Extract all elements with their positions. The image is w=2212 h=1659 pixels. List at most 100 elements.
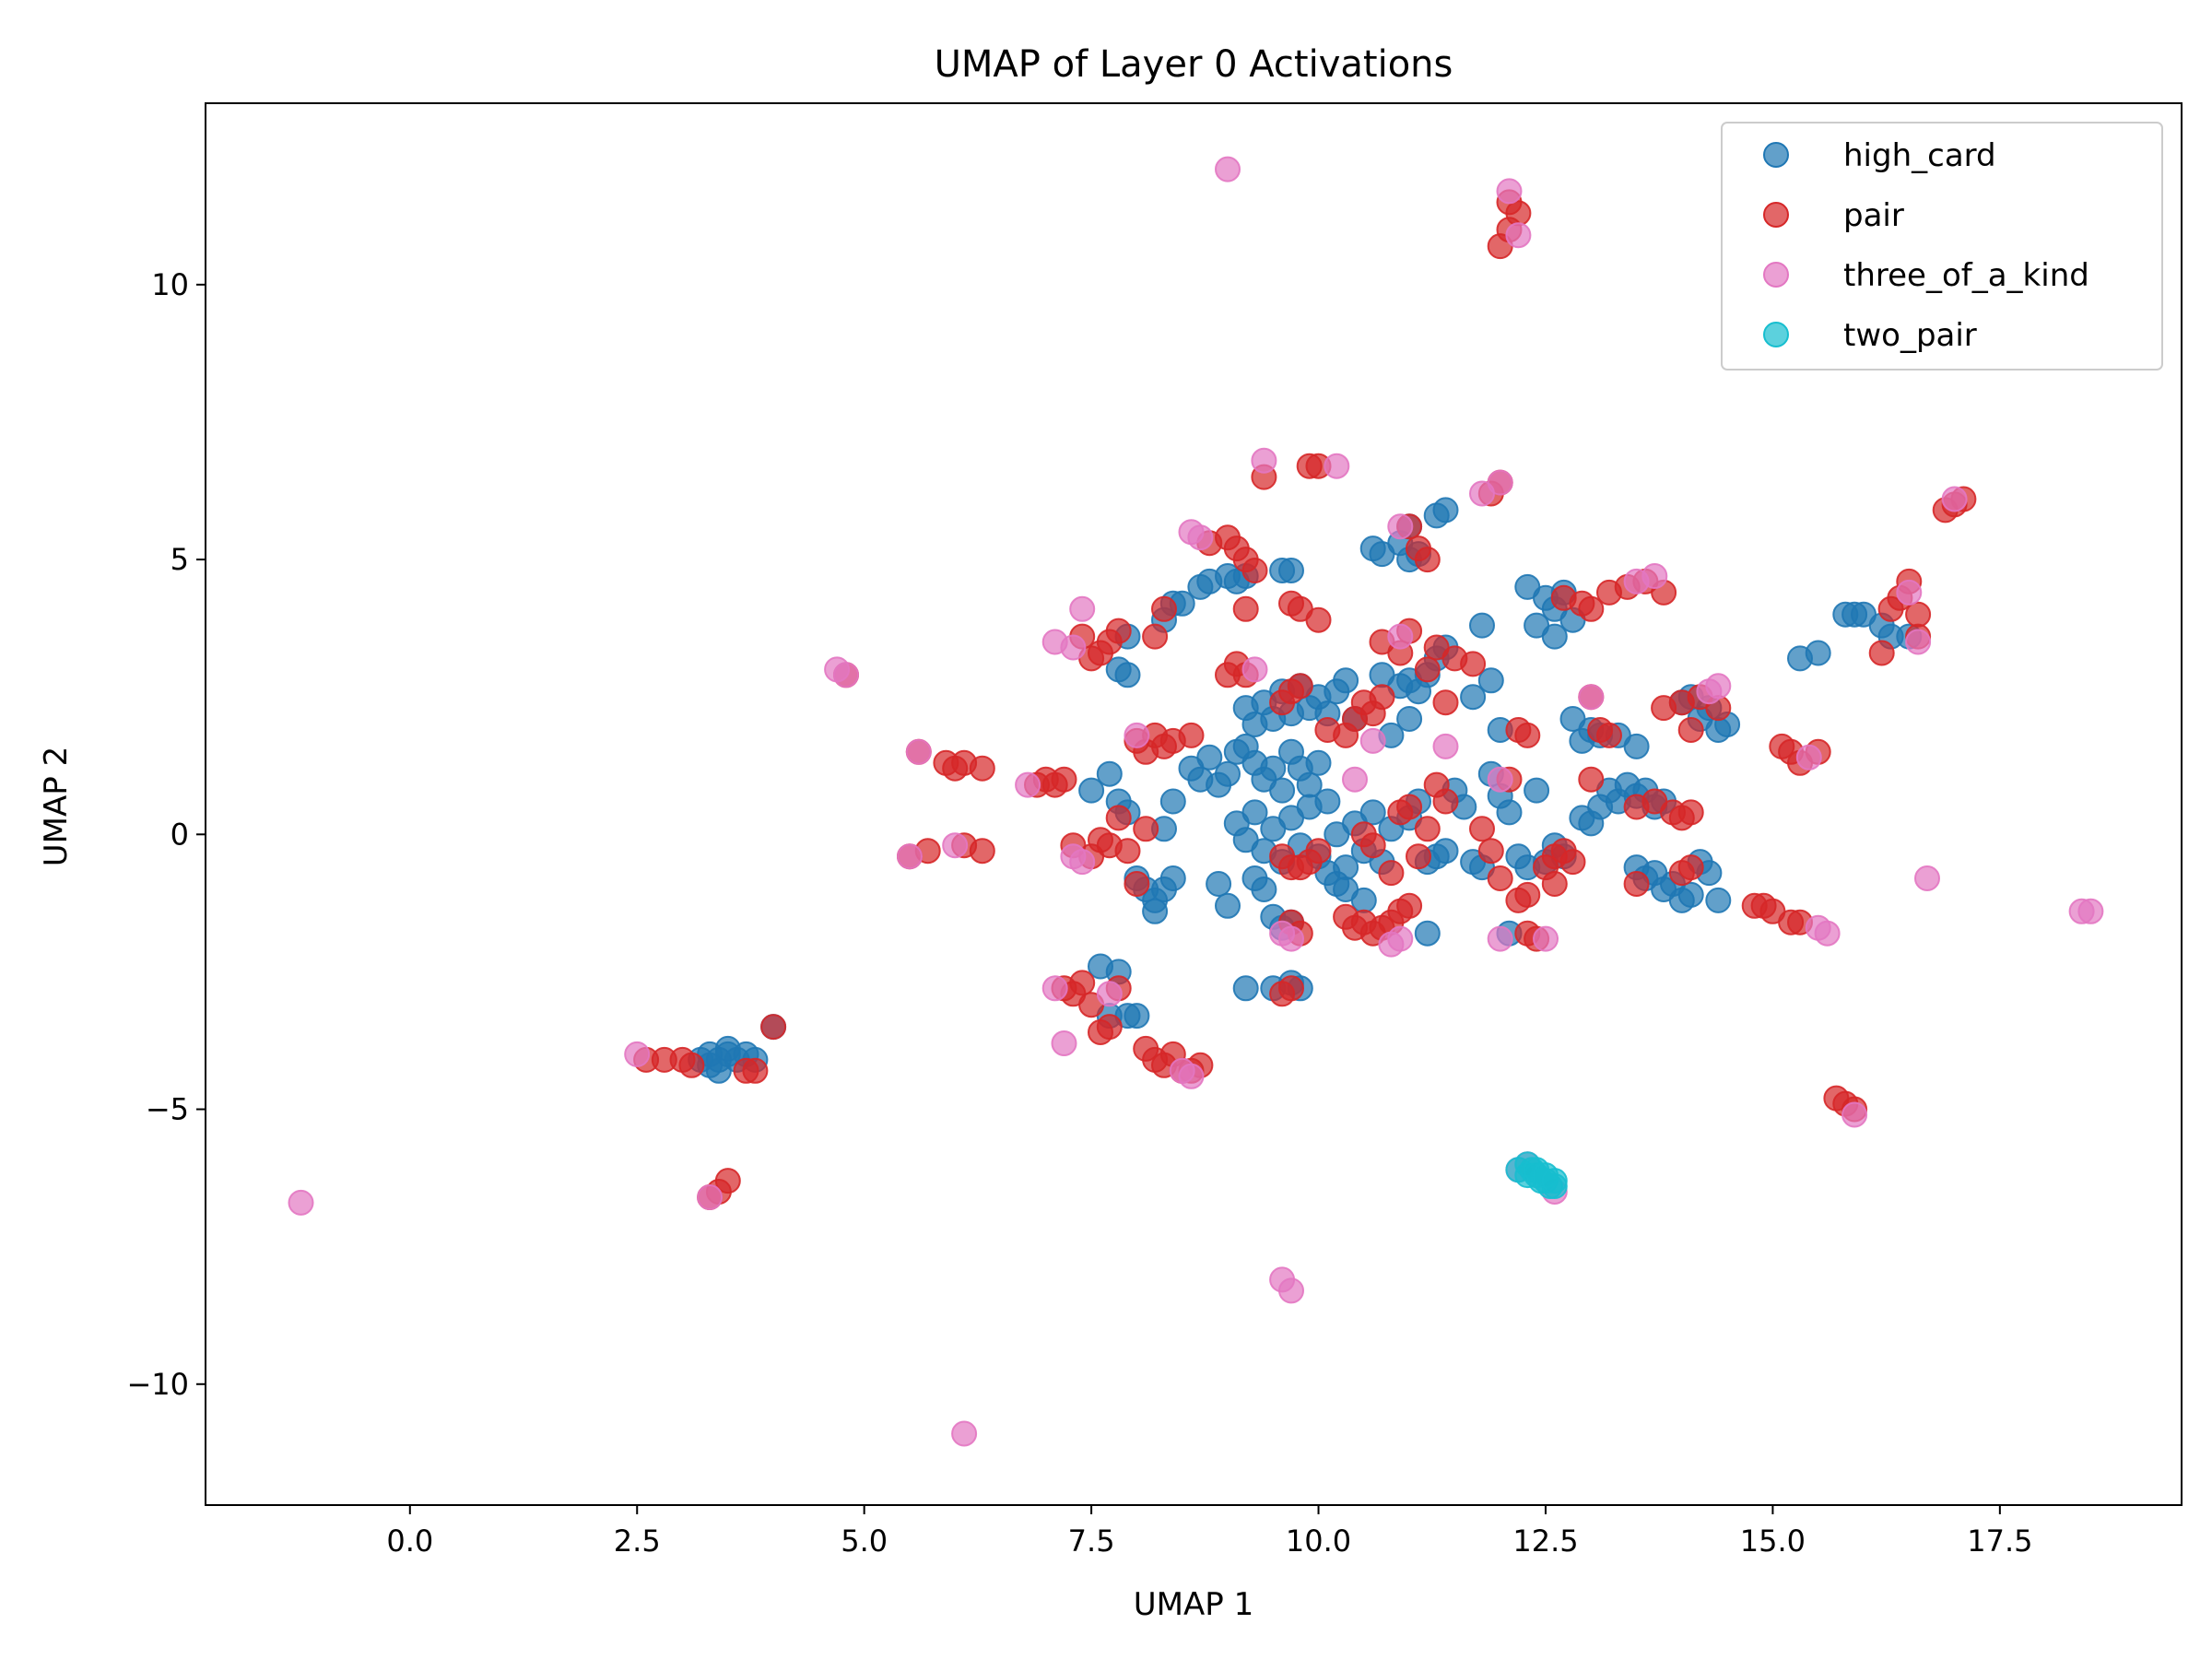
- data-point: [1914, 865, 1940, 891]
- data-point: [1477, 667, 1504, 694]
- data-point: [1260, 755, 1287, 782]
- data-point: [1677, 854, 1704, 881]
- data-point: [1396, 892, 1423, 919]
- data-point: [1096, 1014, 1123, 1041]
- data-point: [1795, 744, 1822, 771]
- data-point: [1178, 1063, 1205, 1089]
- data-point: [1069, 849, 1096, 876]
- legend-label: high_card: [1843, 137, 1996, 174]
- y-tick-label: 10: [151, 267, 189, 302]
- data-point: [1114, 838, 1141, 865]
- data-point: [1215, 892, 1241, 919]
- x-axis-label: UMAP 1: [1134, 1586, 1253, 1623]
- y-tick-label: 0: [171, 817, 189, 852]
- legend-box: [1721, 122, 2163, 371]
- data-point: [1342, 766, 1368, 793]
- x-tick-label: 17.5: [1967, 1524, 2032, 1559]
- data-point: [1278, 1277, 1304, 1304]
- data-point: [705, 1046, 732, 1073]
- data-point: [1432, 689, 1459, 716]
- data-point: [1469, 816, 1495, 842]
- data-point: [1051, 766, 1077, 793]
- data-point: [1251, 877, 1277, 902]
- data-point: [1387, 925, 1414, 952]
- legend-label: two_pair: [1843, 317, 1977, 354]
- data-point: [1278, 975, 1304, 1002]
- data-point: [1251, 447, 1277, 474]
- data-point: [1133, 816, 1159, 842]
- x-tick-label: 7.5: [1068, 1524, 1115, 1559]
- data-point: [1359, 535, 1386, 562]
- data-point: [1487, 865, 1513, 891]
- data-point: [1705, 673, 1732, 700]
- data-point: [1114, 662, 1141, 688]
- data-point: [1432, 788, 1459, 815]
- data-point: [1041, 975, 1068, 1002]
- data-point: [942, 755, 969, 782]
- data-point: [1096, 760, 1123, 787]
- data-point: [1578, 595, 1605, 622]
- data-point: [1469, 612, 1495, 639]
- data-point: [1387, 513, 1414, 540]
- data-point: [1805, 640, 1831, 666]
- data-point: [1232, 595, 1259, 622]
- data-point: [969, 755, 995, 782]
- data-point: [1178, 722, 1205, 748]
- data-point: [1414, 920, 1441, 947]
- data-point: [1241, 799, 1268, 826]
- data-point: [2077, 898, 2104, 924]
- data-point: [1369, 662, 1395, 688]
- x-tick-label: 2.5: [614, 1524, 661, 1559]
- data-point: [1905, 629, 1932, 655]
- legend-marker: [1763, 322, 1789, 347]
- data-point: [905, 738, 932, 765]
- data-point: [1514, 722, 1541, 748]
- data-point: [1596, 722, 1622, 748]
- data-point: [1868, 640, 1895, 666]
- data-point: [1396, 794, 1423, 820]
- data-point: [1514, 881, 1541, 908]
- y-tick-label: −5: [146, 1092, 189, 1127]
- data-point: [760, 1014, 787, 1041]
- data-point: [1414, 656, 1441, 683]
- data-point: [1387, 623, 1414, 650]
- data-point: [697, 1184, 724, 1210]
- data-point: [1396, 706, 1423, 732]
- data-point: [1215, 760, 1241, 787]
- data-point: [1278, 558, 1304, 583]
- data-point: [1460, 684, 1487, 711]
- data-point: [1432, 838, 1459, 865]
- data-point: [1677, 717, 1704, 743]
- data-point: [1524, 777, 1550, 804]
- data-point: [1677, 799, 1704, 826]
- x-tick-label: 5.0: [841, 1524, 888, 1559]
- data-point: [1124, 871, 1150, 897]
- data-point: [1359, 799, 1386, 826]
- data-point: [624, 1041, 651, 1067]
- data-point: [1359, 727, 1386, 754]
- data-point: [1124, 1003, 1150, 1030]
- legend-marker: [1763, 262, 1789, 288]
- data-point: [1241, 558, 1268, 583]
- data-point: [1460, 651, 1487, 677]
- data-point: [1941, 486, 1968, 512]
- data-point: [714, 1168, 741, 1194]
- data-point: [1578, 766, 1605, 793]
- data-point: [1105, 805, 1132, 831]
- data-point: [1142, 623, 1169, 650]
- y-tick-label: −10: [126, 1367, 189, 1402]
- data-point: [1232, 975, 1259, 1002]
- data-point: [1814, 920, 1841, 947]
- data-point: [1578, 684, 1605, 711]
- legend-label: three_of_a_kind: [1843, 257, 2089, 294]
- data-point: [1124, 722, 1150, 748]
- x-tick-label: 0.0: [386, 1524, 433, 1559]
- data-point: [1159, 865, 1186, 891]
- data-point: [969, 838, 995, 865]
- points-layer: [288, 156, 2104, 1447]
- data-point: [1278, 925, 1304, 952]
- data-point: [1641, 563, 1668, 589]
- data-point: [1541, 1168, 1568, 1194]
- x-tick-label: 12.5: [1512, 1524, 1578, 1559]
- data-point: [1314, 788, 1341, 815]
